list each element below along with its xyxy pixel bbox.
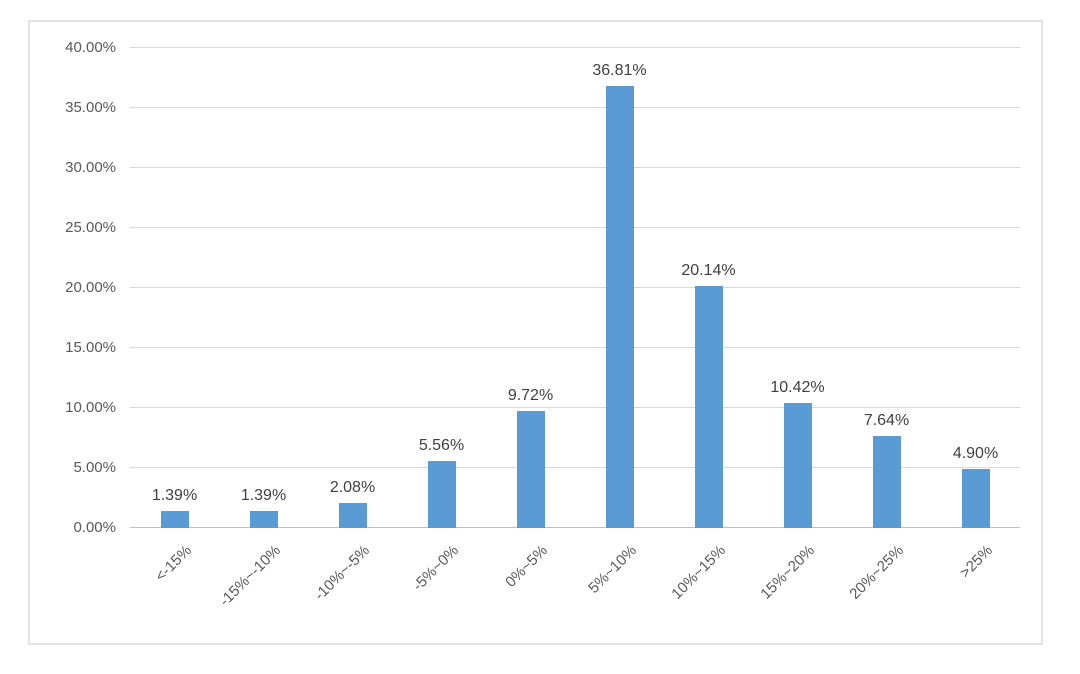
bar-value-label: 2.08%	[329, 479, 376, 497]
bar-<-15%	[160, 511, 189, 528]
bar-value-label: 5.56%	[418, 437, 465, 455]
plot-area: 1.39% 1.39% 2.08% 5.56% 9.72% 36.81% 20.14% 10.…	[130, 47, 1020, 528]
gridline	[130, 407, 1020, 408]
bar-10%~15%	[694, 286, 723, 528]
y-axis-tick-label: 20.00%	[65, 279, 116, 296]
bar-15%~20%	[783, 402, 812, 528]
gridline	[130, 227, 1020, 228]
bar-value-label: 36.81%	[592, 62, 647, 80]
y-axis-tick-label: 40.00%	[65, 39, 116, 56]
y-axis-tick-label: 15.00%	[65, 339, 116, 356]
gridline	[130, 287, 1020, 288]
chart-frame: 1.39% 1.39% 2.08% 5.56% 9.72% 36.81% 20.14% 10.…	[28, 20, 1043, 645]
gridline	[130, 167, 1020, 168]
x-axis-line	[130, 527, 1020, 528]
gridline	[130, 347, 1020, 348]
gridline	[130, 107, 1020, 108]
bar-0%~5%	[516, 411, 545, 528]
bar-value-label: 4.90%	[952, 445, 999, 463]
bar-value-label: 7.64%	[863, 412, 910, 430]
bar-value-label: 1.39%	[240, 487, 287, 505]
bar--15%~-10%	[249, 511, 278, 528]
bar-value-label: 20.14%	[681, 262, 736, 280]
y-axis-tick-label: 0.00%	[73, 519, 116, 536]
bar--10%~-5%	[338, 503, 367, 528]
y-axis-tick-label: 10.00%	[65, 399, 116, 416]
bar-20%~25%	[872, 436, 901, 528]
gridline	[130, 467, 1020, 468]
y-axis-tick-label: 25.00%	[65, 219, 116, 236]
bar-5%~10%	[605, 86, 634, 528]
y-axis-tick-label: 5.00%	[73, 459, 116, 476]
y-axis-tick-label: 35.00%	[65, 99, 116, 116]
gridline	[130, 47, 1020, 48]
bar-value-label: 10.42%	[770, 378, 825, 396]
y-axis-tick-label: 30.00%	[65, 159, 116, 176]
bar-value-label: 9.72%	[507, 387, 554, 405]
bar->25%	[961, 469, 990, 528]
bar-value-label: 1.39%	[151, 487, 198, 505]
bar--5%~0%	[427, 461, 456, 528]
